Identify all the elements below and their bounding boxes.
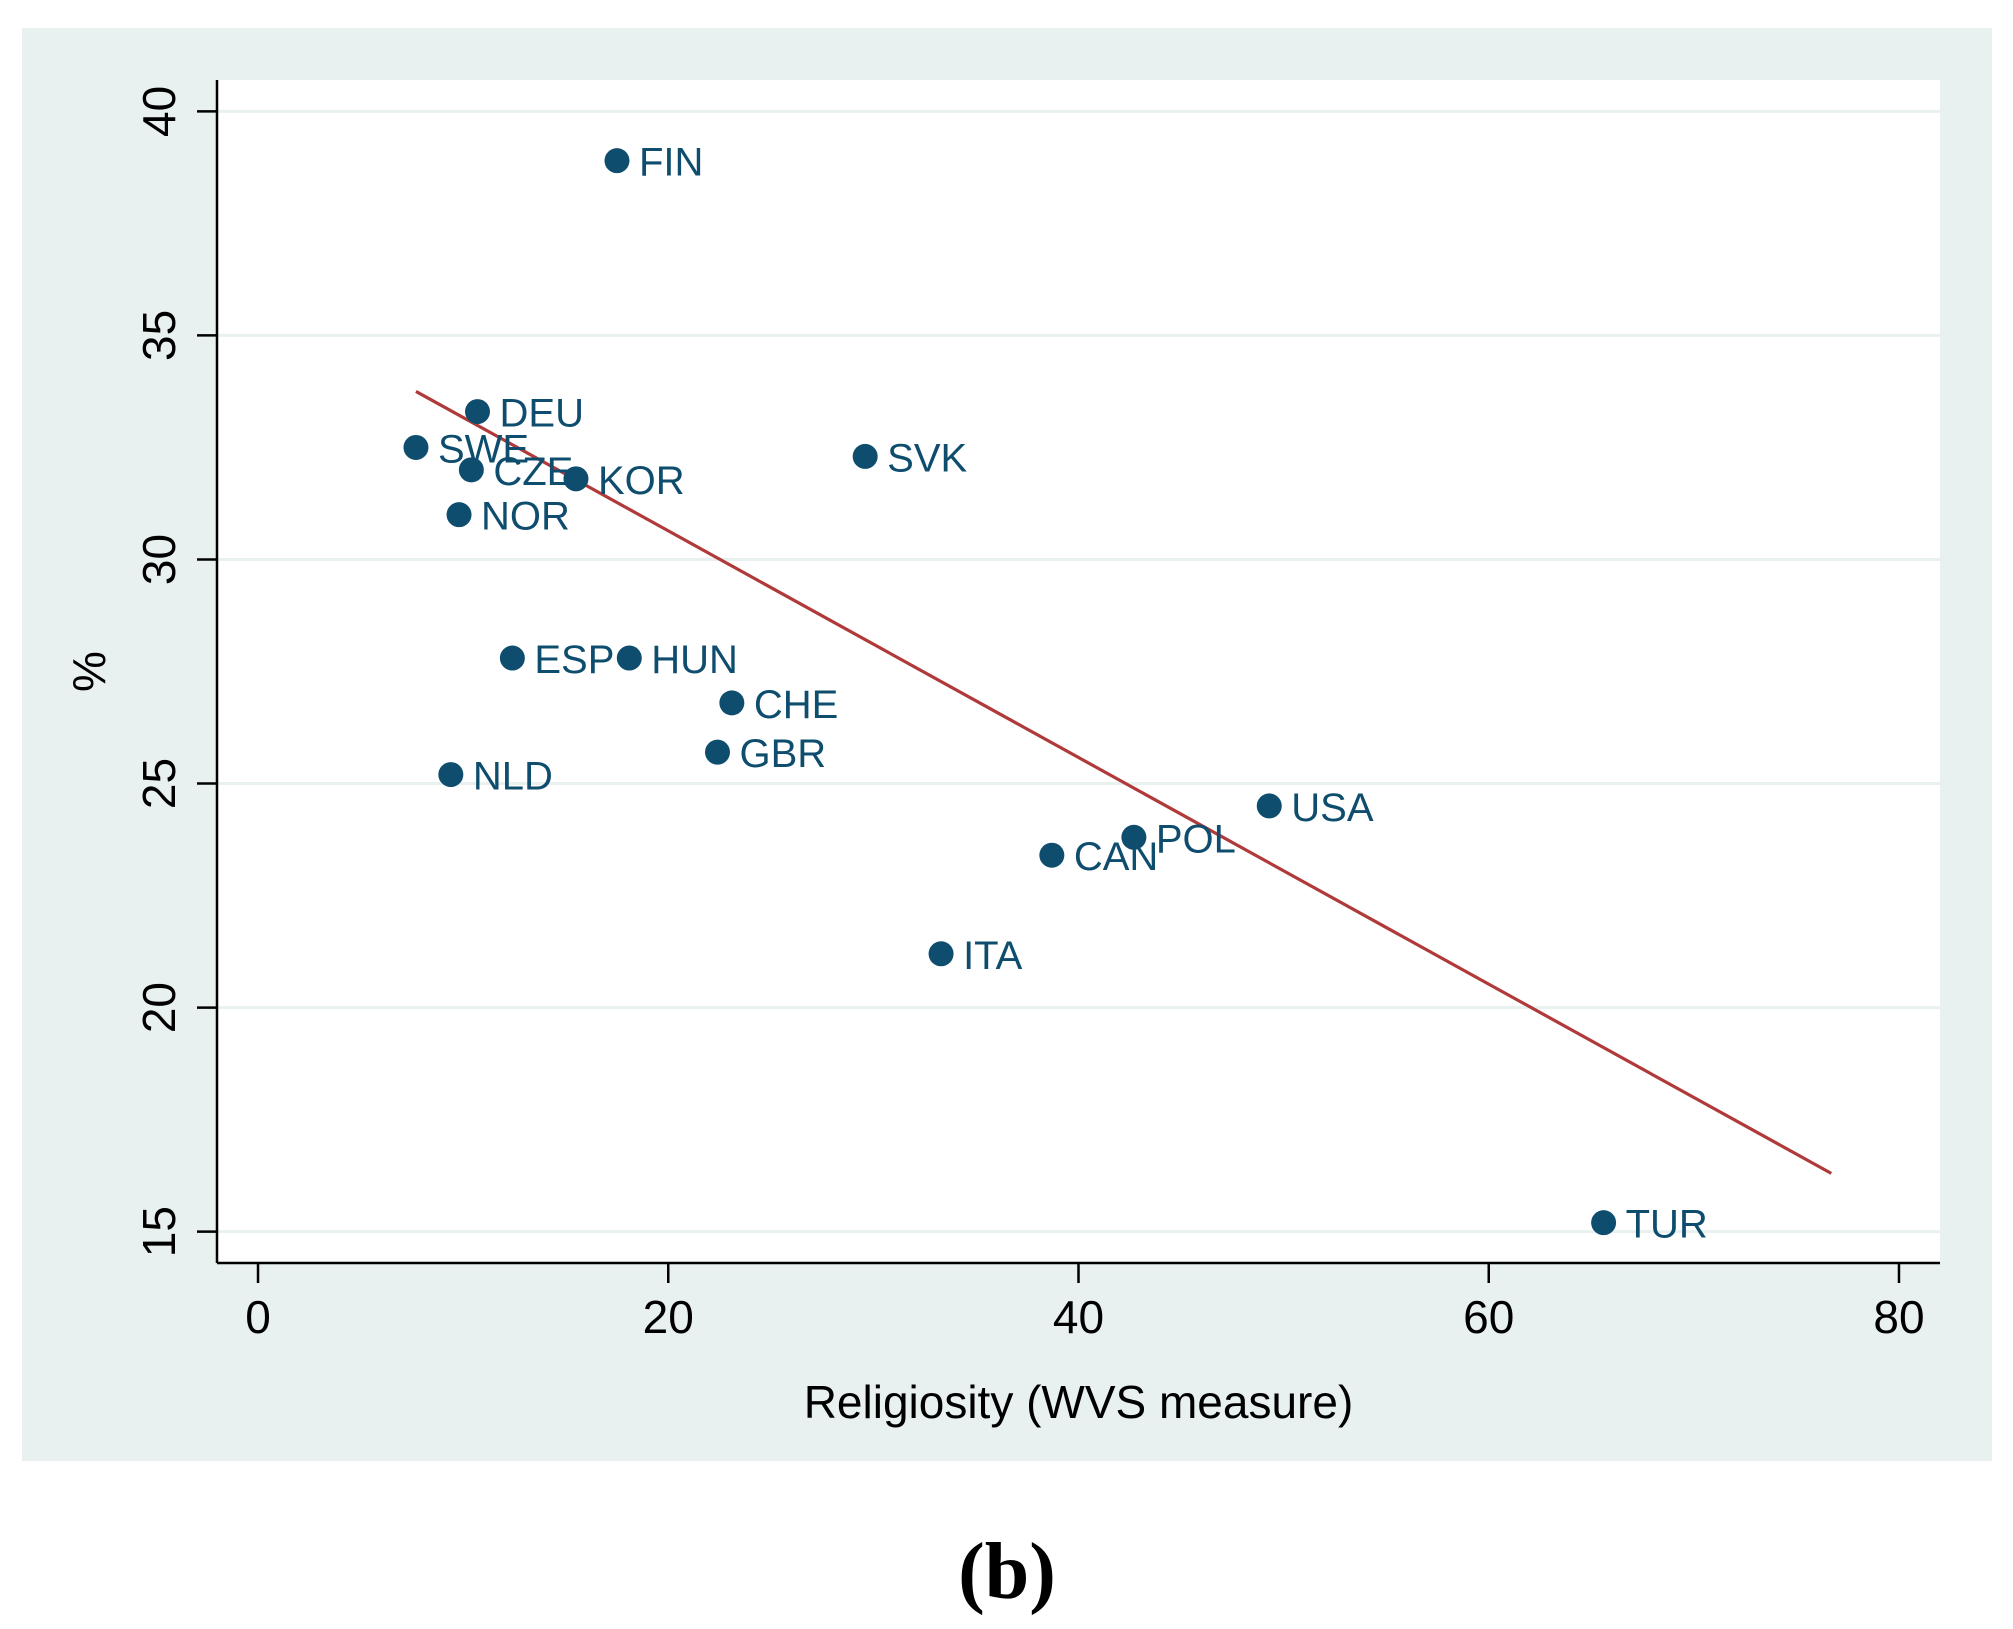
point-label-svk: SVK: [887, 436, 967, 480]
point-tur: [1591, 1210, 1617, 1236]
x-tick-label: 40: [1053, 1291, 1104, 1343]
point-label-pol: POL: [1156, 817, 1236, 861]
y-tick-label: 35: [133, 310, 185, 361]
point-fin: [604, 148, 630, 174]
point-label-nld: NLD: [473, 755, 553, 799]
point-ita: [928, 941, 954, 967]
point-label-che: CHE: [754, 683, 838, 727]
fit-line-group: [415, 390, 1833, 1175]
figure-caption: (b): [958, 1528, 1056, 1616]
point-can: [1039, 842, 1065, 868]
point-che: [719, 690, 745, 716]
point-esp: [499, 645, 525, 671]
x-tick-label: 0: [245, 1291, 271, 1343]
y-tick-label: 15: [133, 1206, 185, 1257]
point-label-swe: SWE: [438, 427, 529, 471]
point-label-esp: ESP: [534, 638, 614, 682]
point-label-ita: ITA: [963, 934, 1023, 978]
point-label-cze: CZE: [493, 450, 573, 494]
point-label-can: CAN: [1074, 835, 1158, 879]
point-kor: [563, 466, 589, 492]
x-tick-label: 60: [1463, 1291, 1514, 1343]
y-tick-label: 40: [133, 86, 185, 137]
plot-area: [217, 80, 1940, 1263]
y-axis-ticks: 15 20 25 30 35 40: [133, 86, 217, 1257]
x-tick-label: 20: [643, 1291, 694, 1343]
point-usa: [1256, 793, 1282, 819]
point-label-hun: HUN: [651, 638, 738, 682]
y-tick-label: 30: [133, 534, 185, 585]
gridlines: [217, 109, 1940, 1234]
point-label-fin: FIN: [639, 141, 703, 185]
point-swe: [403, 434, 429, 460]
x-tick-label: 80: [1873, 1291, 1924, 1343]
x-axis-title: Religiosity (WVS measure): [804, 1376, 1354, 1428]
fit-line: [415, 390, 1833, 1175]
point-label-kor: KOR: [598, 459, 685, 503]
point-label-tur: TUR: [1626, 1203, 1708, 1247]
point-cze: [458, 457, 484, 483]
y-tick-label: 20: [133, 982, 185, 1033]
point-label-gbr: GBR: [739, 732, 826, 776]
point-hun: [616, 645, 642, 671]
point-gbr: [704, 739, 730, 765]
point-label-usa: USA: [1291, 786, 1374, 830]
point-deu: [465, 399, 491, 425]
point-svk: [852, 443, 878, 469]
y-tick-label: 25: [133, 758, 185, 809]
y-axis-title: %: [63, 651, 115, 692]
point-label-deu: DEU: [500, 392, 584, 436]
point-pol: [1121, 824, 1147, 850]
point-nld: [438, 762, 464, 788]
point-nor: [446, 502, 472, 528]
x-axis-ticks: 0 20 40 60 80: [245, 1263, 1925, 1343]
point-label-nor: NOR: [481, 495, 570, 539]
